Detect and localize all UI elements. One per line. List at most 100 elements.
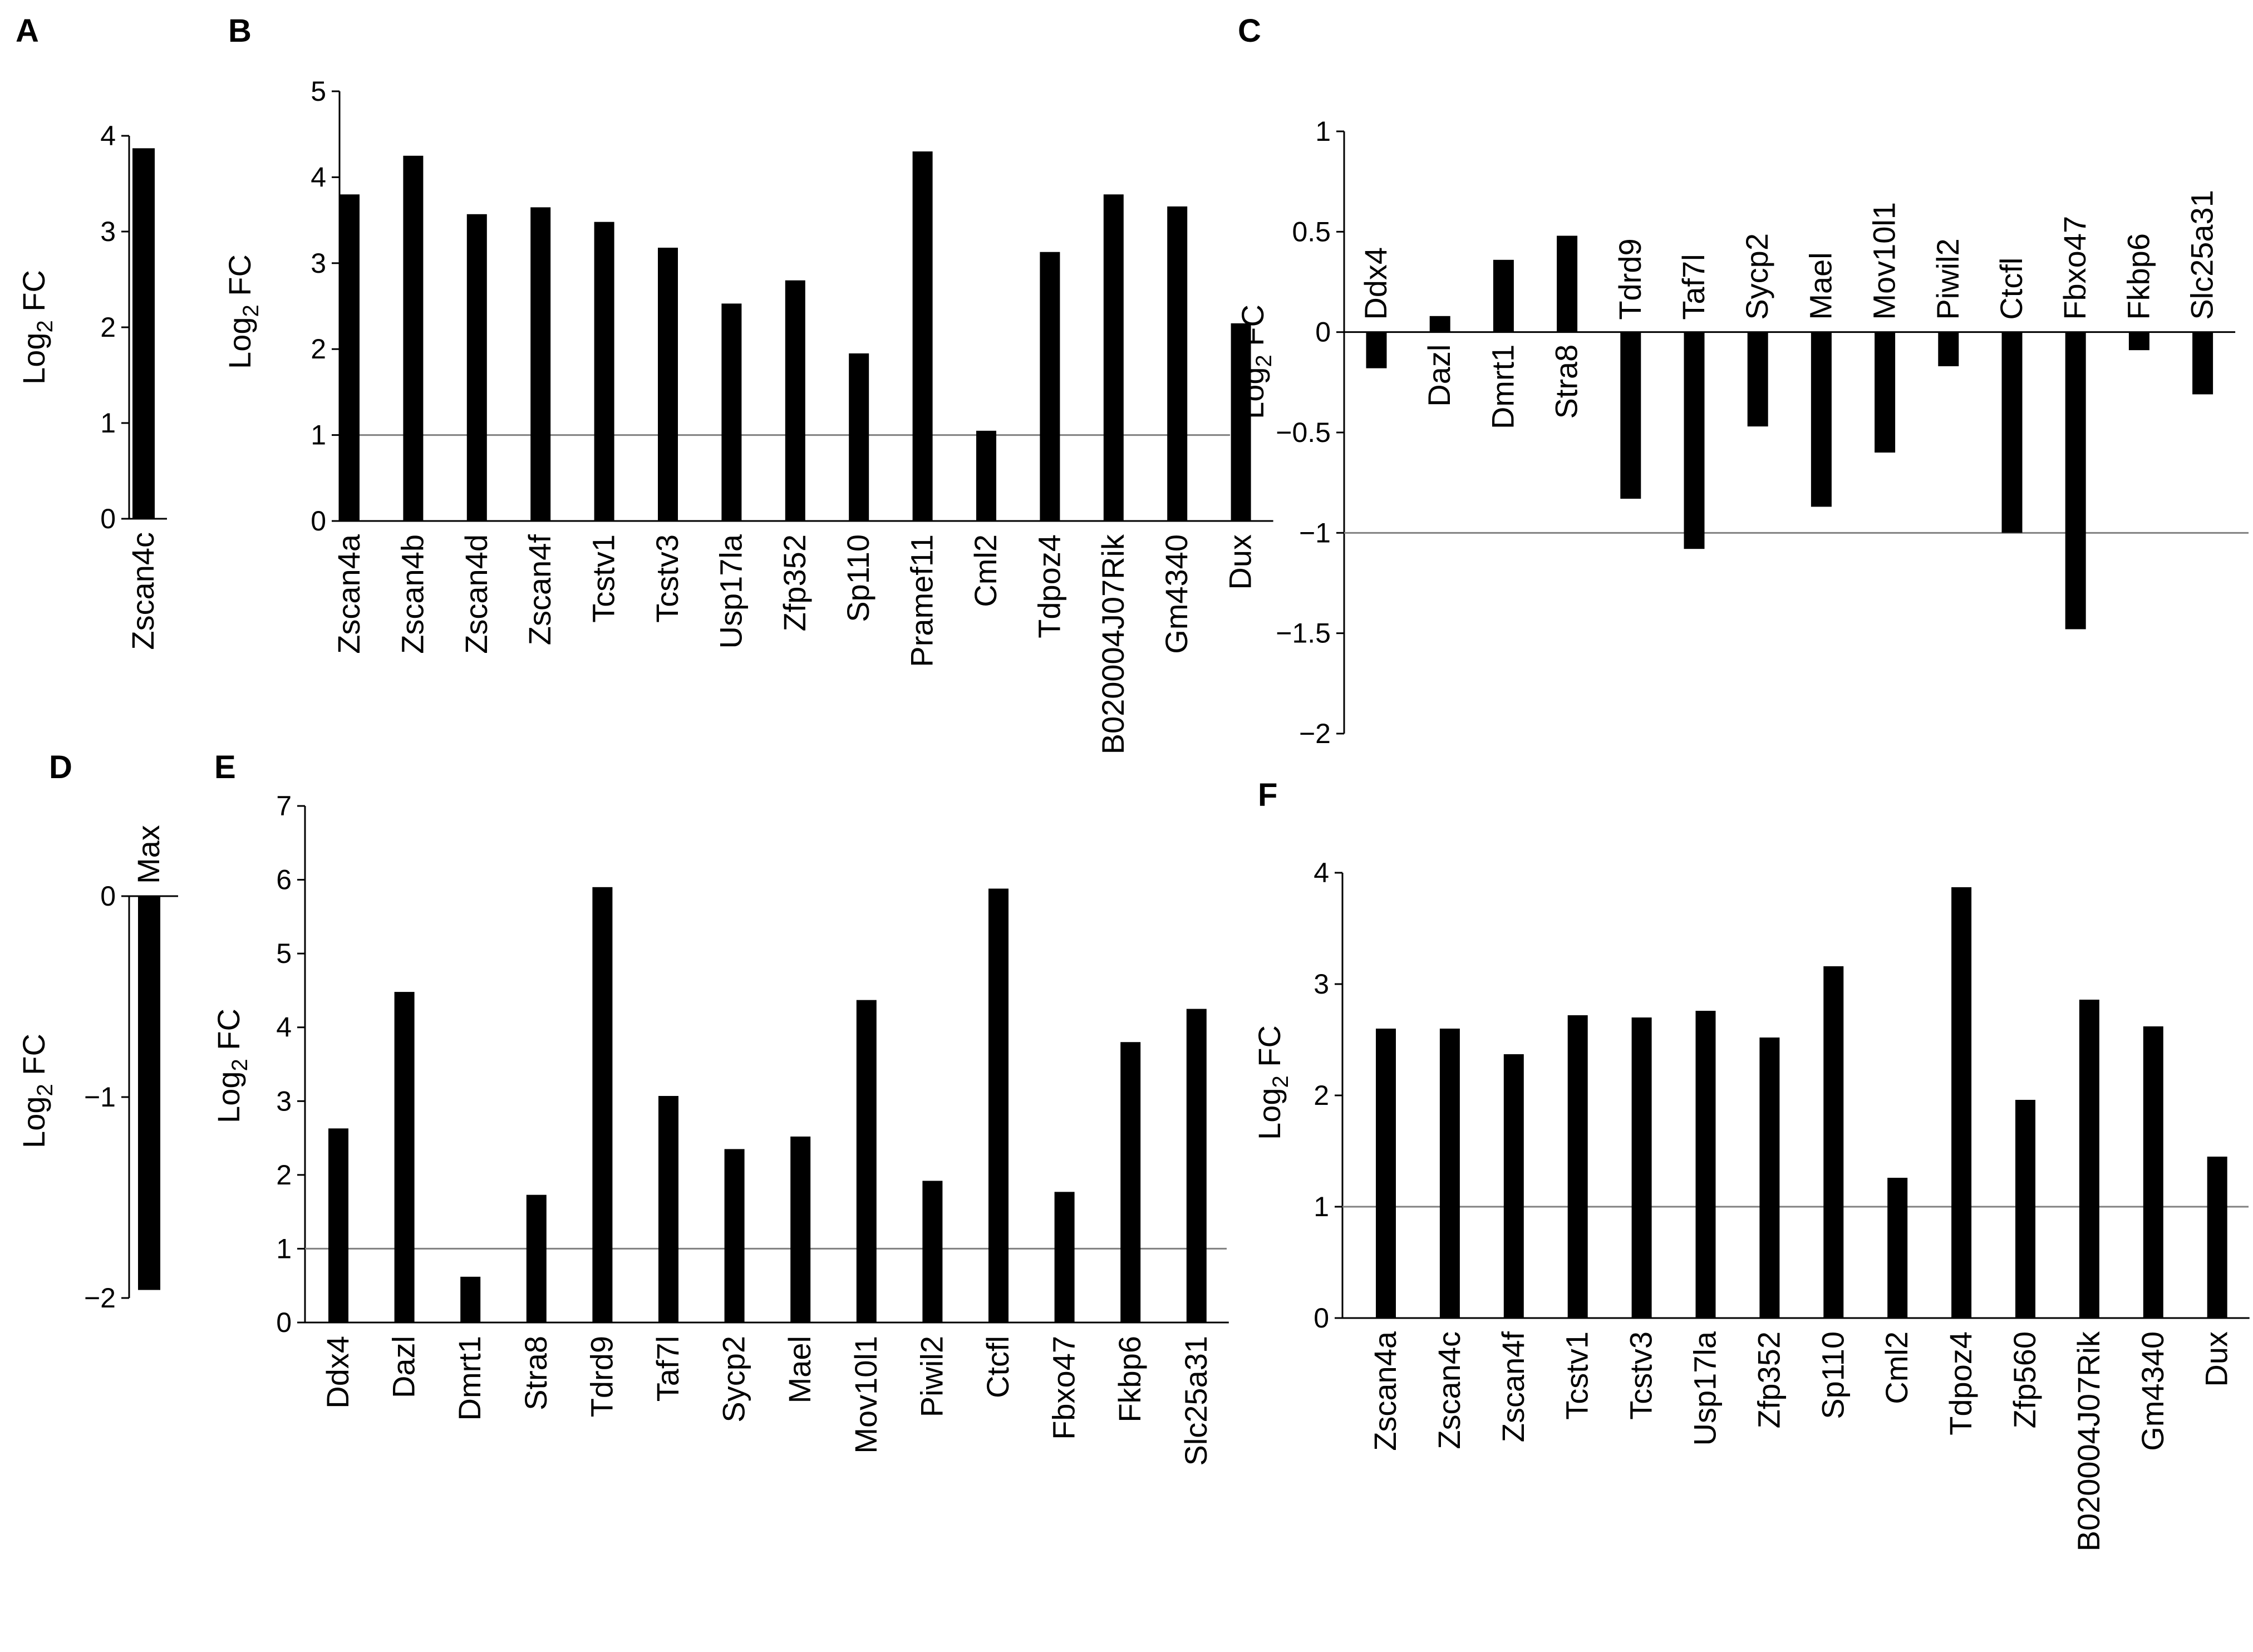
category-label: Tcstv3 (650, 534, 685, 623)
panel-label: D (49, 749, 72, 785)
panel-c: C −2 −1.5 −1 −0.5 0 0.5 1 Ddx4 Dazl Dmrt1 Stra8 Tdrd… (1235, 13, 2249, 749)
category-label: Tdrd9 (584, 1336, 619, 1417)
category-label: Fkbp6 (1112, 1336, 1147, 1423)
category-label: Sp110 (840, 534, 875, 622)
y-axis-label-base: Log (222, 317, 257, 369)
category-label: Zfp352 (777, 534, 812, 631)
bar (2192, 332, 2213, 395)
y-tick-label: 2 (311, 333, 326, 365)
bar (2207, 1157, 2227, 1318)
bar (1366, 332, 1387, 368)
bar (1503, 1054, 1524, 1318)
y-tick-label: 0 (311, 505, 326, 537)
category-label: Dazl (1421, 345, 1457, 407)
bar (724, 1149, 745, 1322)
y-axis-label: Log2 FC (211, 1009, 252, 1123)
bar (1103, 194, 1124, 521)
bar (1759, 1038, 1780, 1318)
bar (976, 430, 996, 521)
bar (988, 888, 1009, 1322)
category-label: Usp17la (1688, 1331, 1723, 1446)
y-tick-label: 1 (100, 407, 116, 439)
y-axis-label-subscript: 2 (33, 1084, 57, 1096)
category-label: Piwil2 (914, 1336, 949, 1417)
y-tick-label: 2 (100, 312, 116, 343)
category-label: Stra8 (518, 1336, 553, 1410)
y-tick-label: 4 (1314, 857, 1329, 888)
category-label: Dux (1223, 534, 1258, 590)
category-label: Dmrt1 (1485, 345, 1520, 429)
category-label: Dazl (386, 1336, 421, 1398)
panel-b: B 0 1 2 3 4 5 Zscan4a Zscan4b Zscan4d Zscan4f Tcstv… (222, 13, 1273, 754)
bar (658, 1096, 678, 1322)
y-tick-label: 2 (1314, 1080, 1329, 1111)
y-tick-label: 3 (1314, 968, 1329, 1000)
category-label: Sp110 (1815, 1331, 1850, 1419)
category-label: Zscan4f (1496, 1331, 1531, 1443)
y-axis-label: Log2 FC (222, 254, 263, 369)
bar (1567, 1015, 1588, 1318)
category-label: Tdpoz4 (1031, 534, 1066, 638)
panel-label: B (228, 13, 252, 49)
y-tick-label: 0 (276, 1307, 292, 1338)
y-axis-label-subscript: 2 (239, 304, 263, 317)
bar (592, 887, 613, 1322)
y-axis-label-subscript: 2 (228, 1059, 252, 1071)
bar (856, 1000, 877, 1322)
category-label: Pramef11 (904, 534, 939, 667)
y-tick-label: 0 (100, 881, 116, 912)
bar (1811, 332, 1832, 507)
category-label: Fbxo47 (1046, 1336, 1081, 1440)
y-axis-label-base: Log (1235, 367, 1270, 419)
y-tick-label: 0 (100, 503, 116, 534)
y-tick-label: 2 (276, 1159, 292, 1191)
y-tick-label: −2 (84, 1282, 116, 1314)
y-tick-label: 4 (311, 161, 326, 193)
bar (1695, 1011, 1716, 1318)
bar (1167, 206, 1188, 521)
category-label: Piwil2 (1930, 238, 1965, 319)
category-label: Ddx4 (1358, 247, 1393, 320)
bar (1823, 966, 1844, 1318)
category-label: B020004J07Rik (2071, 1331, 2106, 1551)
category-label: Ddx4 (320, 1336, 355, 1409)
y-tick-label: 1 (276, 1233, 292, 1264)
category-label: Stra8 (1549, 345, 1584, 419)
bar (340, 194, 360, 521)
bar (1875, 332, 1896, 453)
y-axis-label-rest: FC (1235, 304, 1270, 355)
category-label: Tcstv3 (1624, 1331, 1659, 1420)
bar (1186, 1009, 1207, 1322)
bar (790, 1136, 811, 1322)
y-tick-label: −1 (84, 1081, 116, 1113)
panel-e: E 0 1 2 3 4 5 6 7 Ddx4 Dazl Dmrt1 Stra8 Tdrd9 Taf7l Syc… (211, 749, 1229, 1466)
y-axis-label-rest: FC (222, 254, 257, 304)
panel-label: E (214, 749, 236, 785)
category-label: Usp17la (713, 534, 748, 648)
category-label: Gm4340 (2135, 1331, 2170, 1451)
bar (1938, 332, 1959, 366)
bar (1684, 332, 1705, 549)
y-axis-label-base: Log (16, 333, 51, 385)
bar (2128, 332, 2149, 351)
category-label: Fkbp6 (2121, 233, 2156, 320)
y-tick-label: 3 (311, 248, 326, 279)
category-label: Fbxo47 (2057, 216, 2092, 320)
bar (1951, 887, 1972, 1318)
y-tick-label: 3 (276, 1085, 292, 1117)
bar (2065, 332, 2086, 630)
bar (849, 353, 869, 521)
y-axis-label-base: Log (211, 1071, 246, 1123)
bar (530, 207, 551, 521)
y-axis-label: Log2 FC (16, 1034, 57, 1148)
y-tick-label: 4 (100, 120, 116, 151)
y-tick-label: 0 (1315, 317, 1331, 348)
category-label: Zscan4a (1367, 1331, 1403, 1451)
category-label: Dmrt1 (452, 1336, 487, 1420)
category-label: Tdrd9 (1612, 238, 1647, 319)
panel-d: D −2 −1 0 Max Log2 FC (16, 749, 178, 1314)
y-axis-label-base: Log (1252, 1088, 1287, 1140)
panel-label: F (1258, 777, 1277, 813)
category-label: Mael (782, 1336, 817, 1403)
